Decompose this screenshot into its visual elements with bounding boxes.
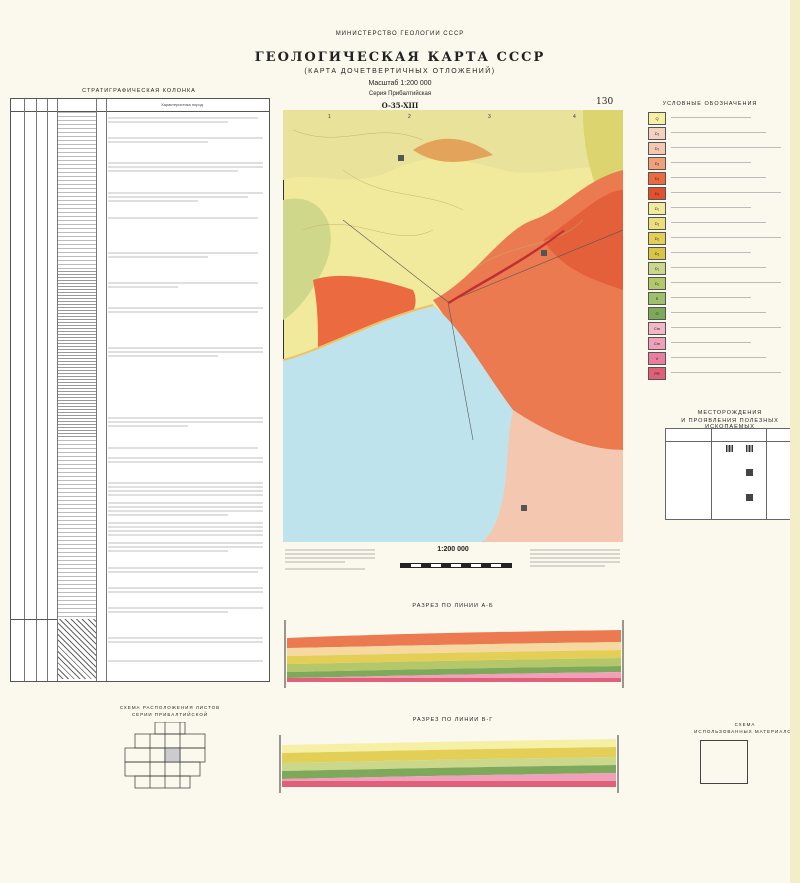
relief-lines <box>292 129 584 271</box>
legend-description-line <box>671 222 766 223</box>
materials-title-1: СХЕМА <box>734 722 756 727</box>
column-divider <box>47 99 48 681</box>
paper-edge <box>790 0 800 883</box>
minerals-table <box>665 428 792 520</box>
ministry-label: МИНИСТЕРСТВО ГЕОЛОГИИ СССР <box>335 31 465 37</box>
legend-swatch: D₁ <box>648 262 666 275</box>
column-divider <box>36 99 37 681</box>
scale-bar <box>400 563 512 568</box>
legend-swatch: Cm <box>648 337 666 350</box>
materials-scheme-box <box>700 740 748 784</box>
legend-description-line <box>671 282 781 283</box>
sheet-number: 130 <box>596 97 614 107</box>
column-divider <box>24 99 25 681</box>
legend-swatch: D₂ <box>648 232 666 245</box>
sheet-code: O-35-XIII <box>381 101 419 110</box>
legend-swatch: D₃ <box>648 187 666 200</box>
strat-column-title: СТРАТИГРАФИЧЕСКАЯ КОЛОНКА <box>82 88 196 94</box>
section-lines <box>342 219 623 441</box>
section-vg-title: РАЗРЕЗ ПО ЛИНИИ В-Г <box>412 717 494 723</box>
grid-labels: 1 2 3 4 <box>328 114 576 120</box>
unit-orange-east <box>543 190 623 290</box>
legend-description-line <box>671 147 781 148</box>
geological-map[interactable]: 1 2 3 4 <box>283 110 623 542</box>
legend-swatch: D₃ <box>648 172 666 185</box>
sheet-scheme <box>124 722 206 789</box>
strat-header-row <box>11 99 269 112</box>
strat-descriptions <box>108 117 263 662</box>
section-ab-title: РАЗРЕЗ ПО ЛИНИИ А-Б <box>412 603 494 609</box>
lake <box>283 305 513 542</box>
legend-swatch: D₂ <box>648 202 666 215</box>
unit-green <box>283 198 331 320</box>
lithology-pattern-crystalline <box>58 619 96 679</box>
legend-swatch: O <box>648 307 666 320</box>
legend-swatch: S <box>648 292 666 305</box>
section-vg <box>279 735 619 793</box>
legend-swatch: D₃ <box>648 127 666 140</box>
row-divider <box>11 619 57 620</box>
series-label: Серия Прибалтийская <box>368 91 432 97</box>
lithology-pattern <box>58 269 96 439</box>
legend-swatch: Cm <box>648 322 666 335</box>
legend-description-line <box>671 237 781 238</box>
column-divider <box>106 99 107 681</box>
strat-col-header: Характеристика пород <box>161 102 203 107</box>
legend-swatch: V <box>648 352 666 365</box>
legend-swatch: D₁ <box>648 277 666 290</box>
deposit-symbol <box>746 494 753 501</box>
grid-label: 1 <box>328 114 331 120</box>
scale-label: Масштаб 1:200 000 <box>368 80 432 87</box>
strat-column: Характеристика пород <box>10 98 270 682</box>
legend-description-line <box>671 312 766 313</box>
legend-swatch: D₂ <box>648 247 666 260</box>
deposit-symbol <box>746 469 753 476</box>
legend-description-line <box>671 252 751 253</box>
map-subtitle: (КАРТА ДОЧЕТВЕРТИЧНЫХ ОТЛОЖЕНИЙ) <box>304 68 496 75</box>
legend-swatch: Q <box>648 112 666 125</box>
legend-description-line <box>671 117 751 118</box>
grid-label: 2 <box>408 114 411 120</box>
legend-description-line <box>671 177 766 178</box>
grid-label: 4 <box>573 114 576 120</box>
legend-description-line <box>671 162 751 163</box>
legend-description-line <box>671 297 751 298</box>
minerals-title-2: И ПРОЯВЛЕНИЯ ПОЛЕЗНЫХ ИСКОПАЕМЫХ <box>681 418 779 430</box>
column-divider <box>57 99 58 681</box>
mineral-symbols <box>398 155 547 511</box>
sheet-scheme-title-2: СЕРИИ ПРИБАЛТИЙСКОЙ <box>131 712 209 717</box>
map-footnotes <box>285 549 620 570</box>
unit-ochre <box>413 138 493 162</box>
column-divider <box>96 99 97 681</box>
legend-description-line <box>671 327 781 328</box>
sheet-scheme-title-1: СХЕМА РАСПОЛОЖЕНИЯ ЛИСТОВ <box>119 705 221 710</box>
shoreline <box>283 304 434 361</box>
legend-description-line <box>671 372 781 373</box>
roads <box>448 230 565 304</box>
legend-swatch: D₃ <box>648 157 666 170</box>
legend-description-line <box>671 207 751 208</box>
legend-swatch: D₂ <box>648 217 666 230</box>
legend-description-line <box>671 267 766 268</box>
legend-swatch: PR <box>648 367 666 380</box>
map-scale-label: 1:200 000 <box>437 546 469 553</box>
legend-swatch: D₃ <box>648 142 666 155</box>
legend-description-line <box>671 132 766 133</box>
legend: Q D₃ D₃ D₃ D₃ D₃ D₂ D₂ D₂ D₂ D₁ D₁ S O Cm Cm V PR <box>626 112 796 392</box>
deposit-symbol <box>726 445 733 452</box>
materials-title-2: ИСПОЛЬЗОВАННЫХ МАТЕРИАЛОВ <box>694 729 796 734</box>
unit-pale-southeast <box>483 410 623 542</box>
map-title: ГЕОЛОГИЧЕСКАЯ КАРТА СССР <box>254 50 546 65</box>
legend-title: УСЛОВНЫЕ ОБОЗНАЧЕНИЯ <box>662 101 758 107</box>
deposit-symbol <box>746 445 753 452</box>
legend-description-line <box>671 192 781 193</box>
section-ab <box>284 620 624 688</box>
legend-description-line <box>671 342 751 343</box>
legend-description-line <box>671 357 766 358</box>
grid-label: 3 <box>488 114 491 120</box>
minerals-title-1: МЕСТОРОЖДЕНИЯ <box>697 410 763 416</box>
